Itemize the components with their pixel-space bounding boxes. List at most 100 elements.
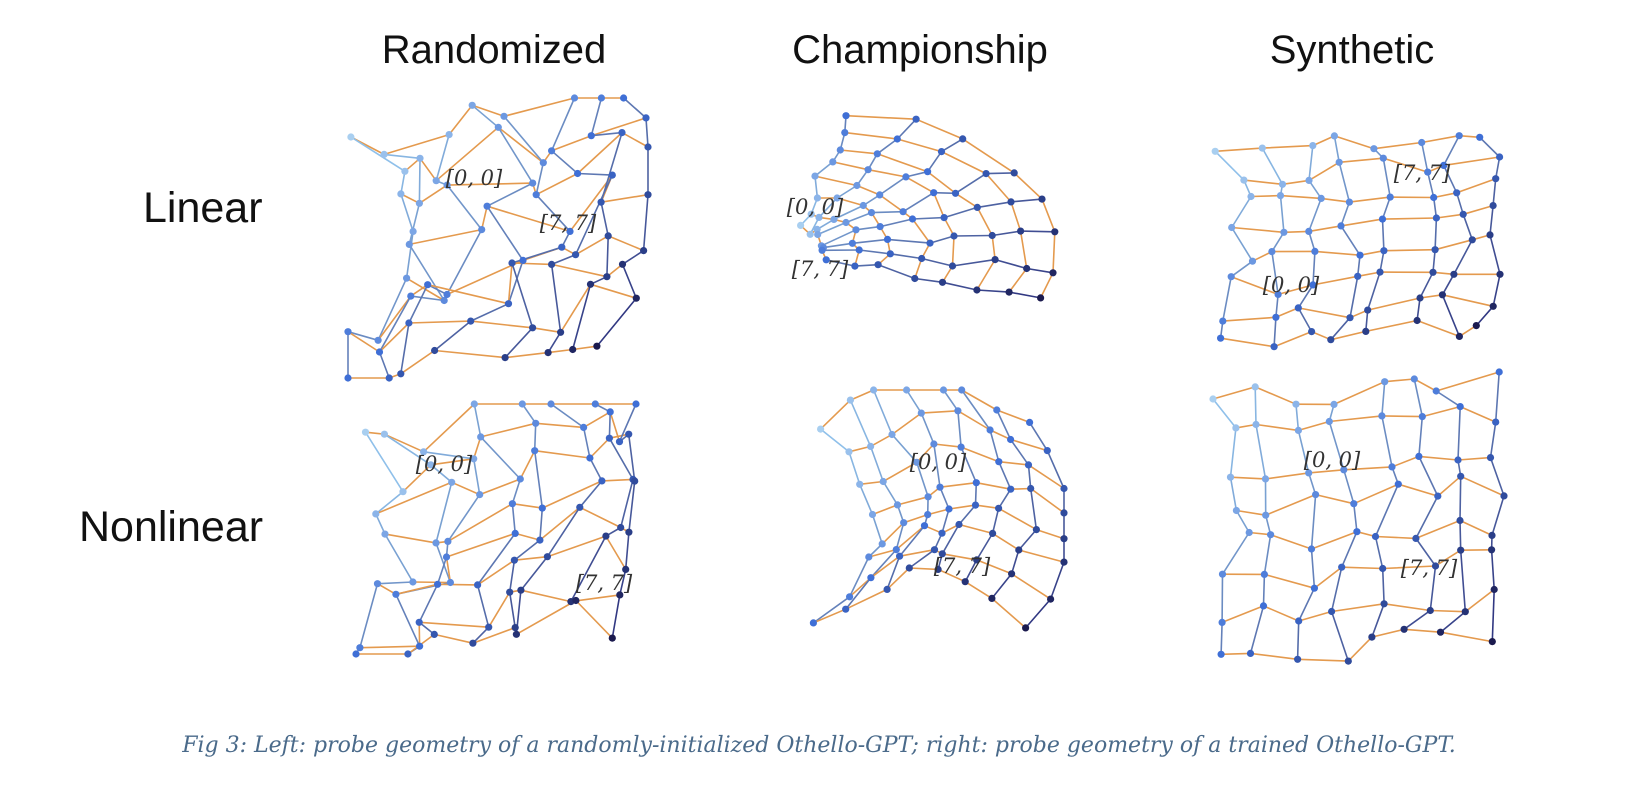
grid-edge [1310, 548, 1316, 589]
grid-node [842, 605, 850, 613]
grid-edge [1013, 172, 1043, 200]
grid-node [917, 409, 925, 417]
grid-edge [600, 131, 623, 203]
grid-node [443, 290, 451, 299]
grid-edge [469, 302, 510, 322]
grid-edge [991, 507, 1000, 535]
grid-edge [1297, 587, 1316, 622]
grid-edge [1489, 204, 1494, 236]
grid-node [938, 550, 946, 558]
grid-edge [819, 428, 850, 453]
grid-node [1346, 314, 1354, 322]
grid-node [407, 292, 415, 300]
grid-node [569, 345, 577, 354]
grid-node [1246, 649, 1255, 657]
grid-edge [958, 523, 994, 535]
grid-edge [621, 263, 638, 299]
grid-edge [1421, 405, 1462, 418]
grid-node [1459, 210, 1467, 218]
grid-edge [1221, 531, 1251, 575]
grid-edge [1371, 628, 1405, 638]
grid-node [1240, 176, 1248, 184]
grid-node [548, 147, 556, 155]
probe-network-svg [1209, 368, 1508, 665]
corner-label-77: [7, 7] [933, 554, 991, 578]
grid-node [846, 396, 854, 404]
grid-edge [511, 478, 522, 505]
grid-edge [1212, 386, 1257, 400]
grid-edge [974, 504, 1000, 510]
grid-node [1457, 472, 1465, 480]
grid-edge [1010, 573, 1052, 600]
grid-edge [818, 197, 838, 219]
grid-edge [435, 542, 452, 584]
grid-edge [816, 221, 847, 236]
grid-node [616, 591, 624, 599]
grid-edge [408, 320, 472, 324]
grid-edge [1235, 509, 1251, 534]
grid-node [829, 158, 837, 166]
grid-edge [836, 184, 858, 199]
grid-edge [511, 502, 544, 509]
grid-node [469, 639, 477, 647]
grid-node [606, 408, 614, 416]
grid-edge [409, 295, 445, 302]
grid-node [1308, 328, 1316, 336]
grid-edge [1307, 472, 1317, 496]
grid-edge [476, 584, 490, 628]
grid-node [1432, 387, 1440, 395]
grid-edge [559, 283, 592, 334]
grid-edge [844, 588, 888, 610]
grid-edge [1330, 603, 1385, 613]
grid-edge [535, 161, 545, 196]
grid-edge [932, 191, 945, 219]
grid-node [397, 370, 405, 378]
grid-node [642, 114, 650, 122]
grid-edge [958, 504, 977, 526]
grid-node [893, 501, 902, 509]
grid-edge [539, 506, 581, 541]
grid-edge [1457, 456, 1492, 461]
grid-edge [1441, 294, 1495, 308]
grid-edge [550, 263, 608, 278]
grid-node [813, 194, 821, 202]
grid-edge [951, 258, 996, 267]
grid-node [1335, 158, 1343, 166]
grid-edge [889, 253, 923, 260]
grid-node [586, 454, 594, 462]
grid-edge [870, 210, 904, 214]
grid-edge [858, 483, 874, 516]
grid-edge [1320, 197, 1351, 203]
grid-node [1317, 194, 1325, 202]
grid-node [1330, 400, 1338, 408]
grid-node [806, 230, 814, 238]
grid-node [632, 400, 640, 408]
grid-node [818, 246, 826, 254]
grid-edge [1310, 530, 1358, 550]
grid-edge [642, 193, 649, 252]
grid-node [1455, 332, 1463, 340]
grid-edge [1453, 239, 1474, 276]
grid-edge [877, 263, 916, 280]
grid-edge [1273, 330, 1313, 348]
grid-node [924, 493, 932, 501]
grid-edge [848, 450, 861, 486]
grid-node [631, 477, 639, 485]
grid-edge [1279, 194, 1285, 234]
grid-node [822, 256, 830, 264]
grid-node [597, 94, 605, 102]
grid-edge [997, 488, 1012, 510]
grid-edge [1381, 415, 1424, 418]
grid-edge [378, 322, 410, 353]
grid-node [1415, 452, 1423, 460]
grid-node [1227, 273, 1235, 281]
grid-edge [418, 583, 439, 624]
grid-node [938, 278, 947, 286]
grid-edge [1041, 198, 1056, 233]
grid-edge [1312, 275, 1359, 286]
grid-node [848, 239, 856, 247]
grid-node [586, 280, 595, 288]
grid-edge [876, 138, 899, 155]
grid-edge [621, 249, 645, 266]
grid-edge [479, 436, 522, 480]
